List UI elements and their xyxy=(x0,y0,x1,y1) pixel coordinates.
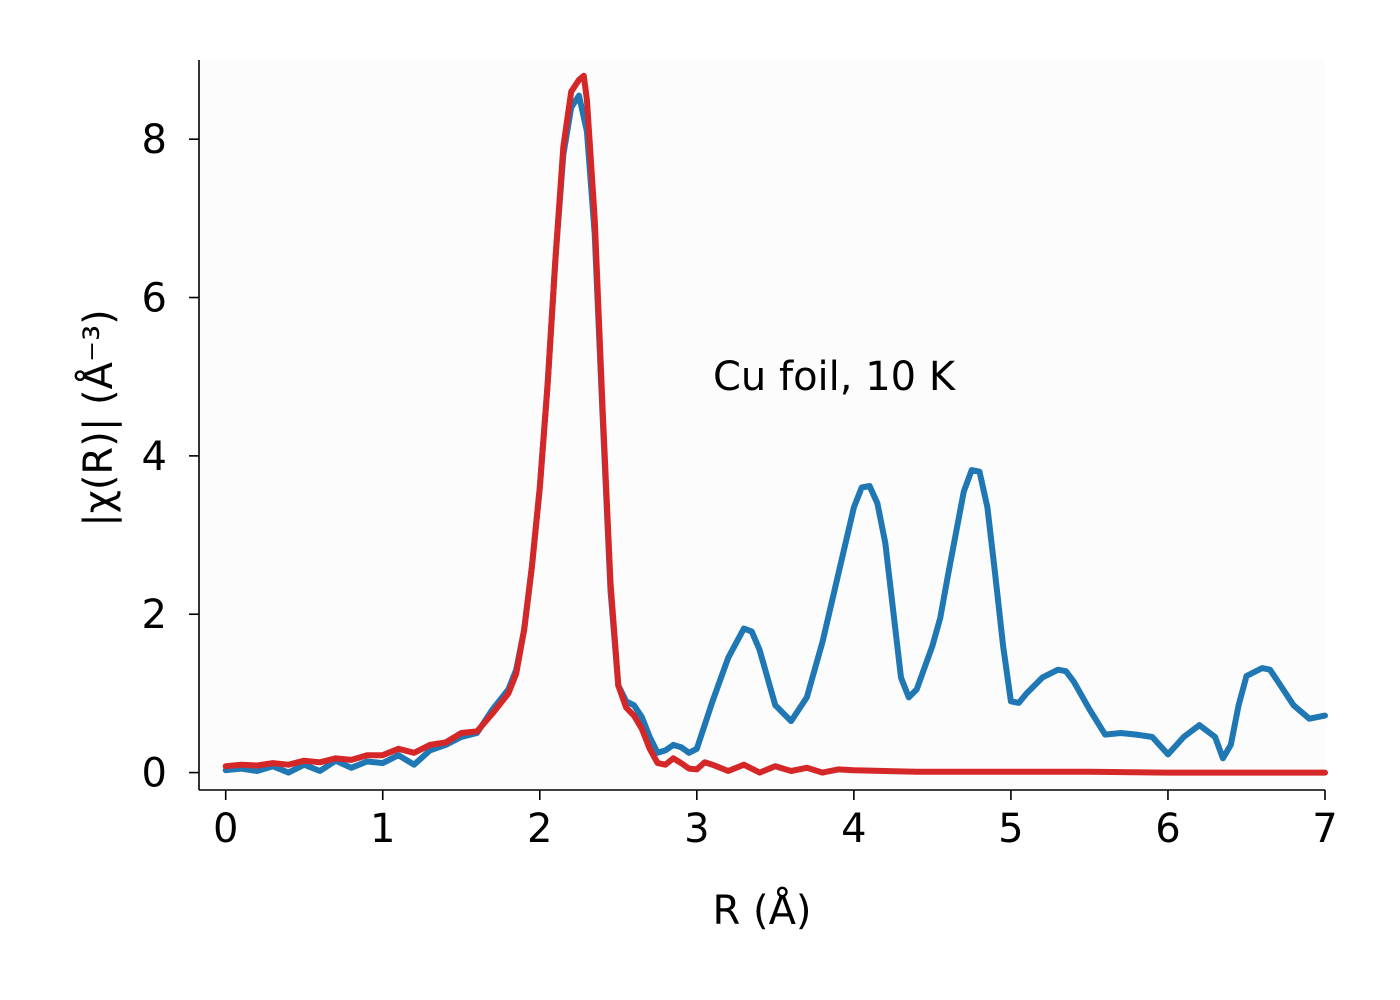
plot-area xyxy=(199,60,1325,790)
x-tick-label: 3 xyxy=(684,806,709,852)
x-tick-label: 5 xyxy=(998,806,1023,852)
y-tick-label: 6 xyxy=(142,276,167,322)
y-tick-label: 8 xyxy=(142,117,167,163)
x-axis-label: R (Å) xyxy=(712,886,811,934)
x-tick-label: 6 xyxy=(1155,806,1180,852)
x-tick-label: 1 xyxy=(370,806,395,852)
annotation: Cu foil, 10 K xyxy=(713,354,957,400)
y-ticks: 0 2 4 6 8 xyxy=(142,117,199,797)
x-tick-label: 4 xyxy=(841,806,866,852)
y-axis-label: |χ(R)| (Å⁻³) xyxy=(74,309,122,527)
y-tick-label: 4 xyxy=(142,434,167,480)
x-tick-label: 7 xyxy=(1312,806,1337,852)
y-tick-label: 2 xyxy=(142,592,167,638)
y-tick-label: 0 xyxy=(142,751,167,797)
x-tick-label: 0 xyxy=(213,806,238,852)
x-ticks: 0 1 2 3 4 5 6 7 xyxy=(213,790,1338,852)
series-layer xyxy=(222,72,1328,776)
series-line-2 xyxy=(222,72,1328,776)
x-tick-label: 2 xyxy=(527,806,552,852)
